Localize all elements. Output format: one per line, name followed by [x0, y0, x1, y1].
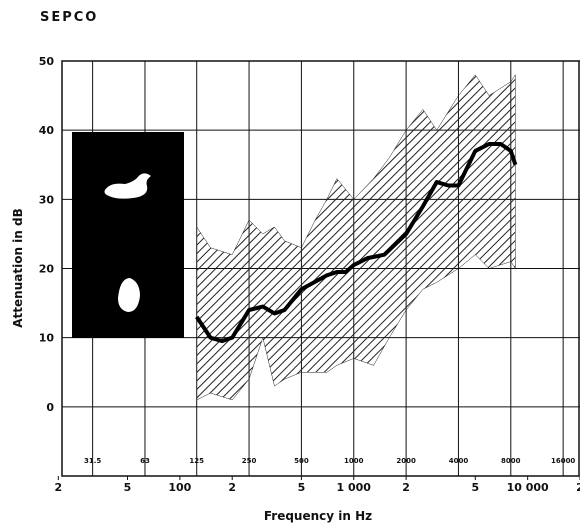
y-tick-label: 0 [46, 401, 54, 414]
x-tick-label: 2 [54, 481, 62, 494]
band-tick-label: 31.5 [84, 457, 101, 465]
y-tick-label: 40 [39, 124, 55, 137]
x-tick-label: 100 [168, 481, 191, 494]
band-tick-label: 250 [242, 457, 257, 465]
x-tick-label: 1 000 [337, 481, 372, 494]
band-tick-label: 4000 [449, 457, 469, 465]
band-tick-label: 8000 [501, 457, 521, 465]
mean-line [195, 142, 518, 344]
x-tick-label: 5 [124, 481, 132, 494]
x-tick-label: 5 [471, 481, 479, 494]
band-tick-label: 16000 [551, 457, 575, 465]
x-tick-label: 2 [402, 481, 410, 494]
band-tick-label: 125 [189, 457, 204, 465]
x-tick-label: 2 [228, 481, 236, 494]
x-tick-label: 2 [576, 481, 580, 494]
band-tick-label: 2000 [396, 457, 416, 465]
band-tick-label: 1000 [344, 457, 364, 465]
chart-title: SEPCO [40, 10, 98, 25]
band-tick-label: 500 [294, 457, 309, 465]
y-tick-label: 50 [39, 55, 55, 68]
earplug-shape [118, 278, 140, 312]
y-tick-label: 30 [39, 193, 55, 206]
plot-frame [61, 60, 580, 477]
y-tick-label: 10 [39, 332, 55, 345]
band-tick-label: 63 [140, 457, 150, 465]
x-tick-label: 10 000 [507, 481, 549, 494]
x-tick-label: 5 [298, 481, 306, 494]
y-axis-label: Attenuation in dB [11, 208, 25, 327]
plot: 0 10 20 30 40 50 31.5 63 125 250 500 1000 2000 4000 80… [39, 55, 580, 494]
range-band [196, 74, 516, 401]
x-axis-label: Frequency in Hz [264, 509, 372, 523]
y-tick-label: 20 [39, 263, 55, 276]
earplug-shape [104, 173, 151, 199]
